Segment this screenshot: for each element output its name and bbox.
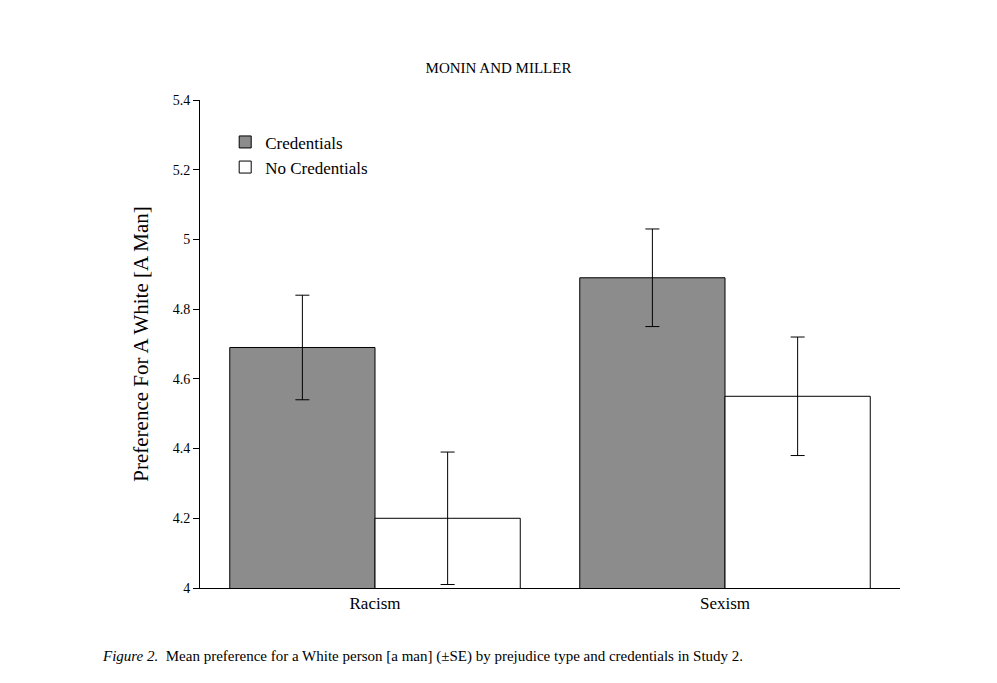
svg-text:4.8: 4.8 <box>173 302 191 317</box>
svg-text:4.6: 4.6 <box>173 372 191 387</box>
svg-text:4: 4 <box>183 581 190 596</box>
svg-text:4.4: 4.4 <box>173 441 191 456</box>
svg-text:Racism: Racism <box>350 594 401 613</box>
svg-text:4.2: 4.2 <box>173 511 191 526</box>
svg-text:No Credentials: No Credentials <box>265 159 367 178</box>
svg-text:5.4: 5.4 <box>173 93 191 108</box>
svg-text:Figure 2. Mean preference for: Figure 2. Mean preference for a White pe… <box>102 648 743 665</box>
svg-text:5.2: 5.2 <box>173 163 191 178</box>
svg-text:Credentials: Credentials <box>265 134 342 153</box>
svg-text:5: 5 <box>183 232 190 247</box>
svg-text:MONIN AND MILLER: MONIN AND MILLER <box>426 60 572 76</box>
svg-text:Preference For A White [A Man]: Preference For A White [A Man] <box>129 206 153 481</box>
svg-text:Sexism: Sexism <box>700 594 750 613</box>
